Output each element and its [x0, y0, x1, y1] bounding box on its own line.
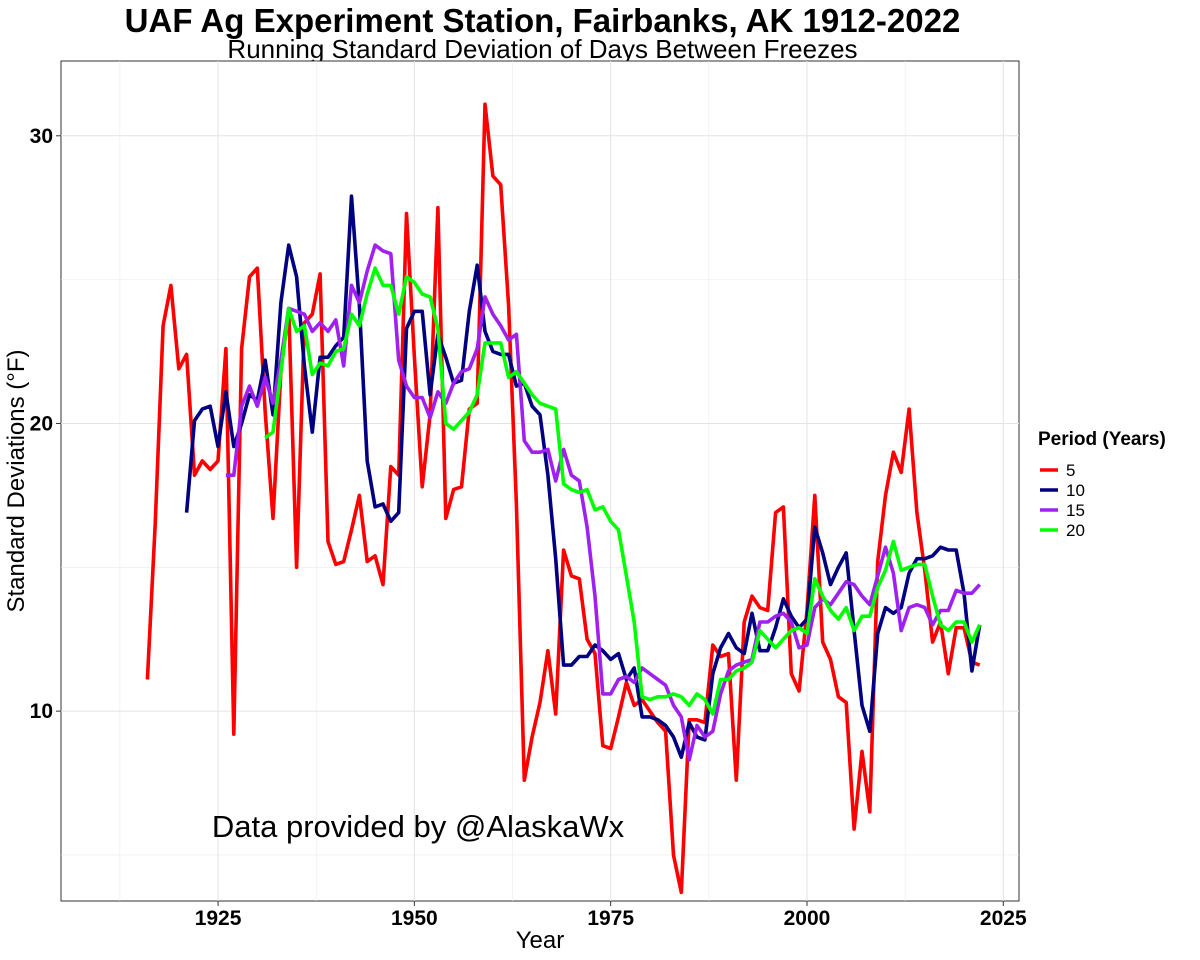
chart-subtitle: Running Standard Deviation of Days Betwe… — [227, 34, 858, 64]
legend-label-5: 5 — [1066, 461, 1075, 480]
series-line-15 — [225, 243, 982, 762]
legend-title: Period (Years) — [1038, 429, 1166, 450]
legend-label-15: 15 — [1066, 501, 1085, 520]
series-line-10 — [184, 194, 982, 760]
y-tick-label: 20 — [30, 412, 53, 435]
y-tick-label: 10 — [30, 700, 53, 723]
y-tick-label: 30 — [30, 125, 53, 148]
x-tick-label: 1975 — [587, 907, 634, 930]
plot-panel — [60, 60, 1020, 902]
legend-label-20: 20 — [1066, 521, 1085, 540]
legend-label-10: 10 — [1066, 481, 1085, 500]
x-tick-label: 2000 — [784, 907, 831, 930]
axis-ticks: 1925 1950 1975 2000 2025 10 20 30 — [30, 125, 1027, 930]
x-axis-label: Year — [516, 927, 565, 954]
chart-title: UAF Ag Experiment Station, Fairbanks, AK… — [124, 2, 961, 39]
data-series — [145, 102, 982, 895]
series-line-20 — [264, 266, 982, 716]
data-credit-annotation: Data provided by @AlaskaWx — [212, 809, 625, 844]
x-tick-label: 1925 — [195, 907, 242, 930]
x-tick-label: 1950 — [391, 907, 438, 930]
y-axis-label: Standard Deviations (°F) — [3, 349, 30, 612]
x-tick-label: 2025 — [980, 907, 1027, 930]
grid-lines — [61, 61, 1019, 901]
